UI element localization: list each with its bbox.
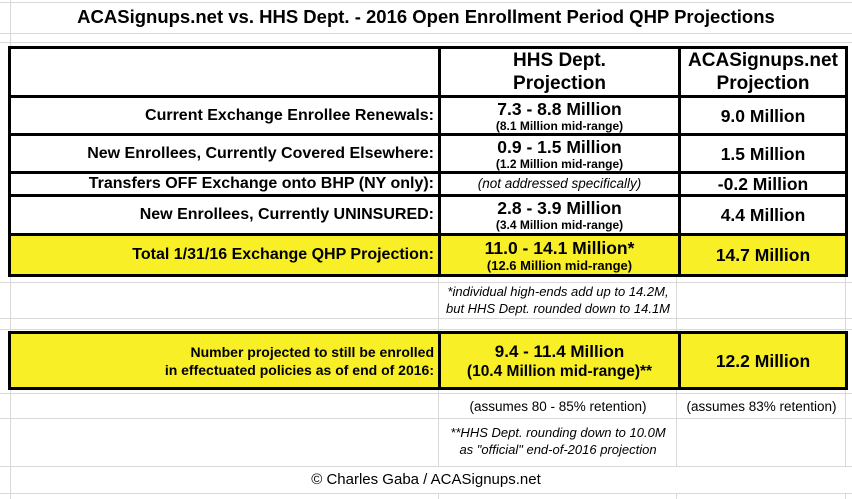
table-row-renewals: Current Exchange Enrollee Renewals: 7.3 …: [8, 95, 848, 136]
hhs-range: 7.3 - 8.8 Million: [497, 98, 622, 119]
effectuated-footnote: **HHS Dept. rounding down to 10.0M as "o…: [438, 425, 678, 458]
gridline: [676, 271, 677, 331]
copyright-footer: © Charles Gaba / ACASignups.net: [311, 471, 541, 488]
column-header-aca: ACASignups.net Projection: [678, 46, 848, 98]
table-row-bhp-transfers: Transfers OFF Exchange onto BHP (NY only…: [8, 171, 848, 197]
hhs-range: 0.9 - 1.5 Million: [497, 136, 622, 157]
row-label: New Enrollees, Currently Covered Elsewhe…: [8, 133, 441, 174]
column-header-hhs-line2: Projection: [513, 73, 606, 94]
header-row: HHS Dept. Projection ACASignups.net Proj…: [8, 46, 848, 98]
gridline: [0, 33, 852, 34]
gridline: [0, 393, 852, 394]
gridline: [0, 329, 852, 330]
retention-note-hhs: (assumes 80 - 85% retention): [469, 399, 647, 414]
gridline: [0, 418, 852, 419]
gridline: [845, 390, 846, 467]
total-aca-cell: 14.7 Million: [678, 233, 848, 277]
hhs-value-cell: 0.9 - 1.5 Million (1.2 Million mid-range…: [438, 133, 681, 174]
effectuated-hhs-range: 9.4 - 11.4 Million: [494, 341, 625, 361]
gridline: [0, 318, 852, 319]
hhs-not-addressed: (not addressed specifically): [477, 176, 642, 191]
hhs-value-cell: 7.3 - 8.8 Million (8.1 Million mid-range…: [438, 95, 681, 136]
column-header-hhs: HHS Dept. Projection: [438, 46, 681, 98]
row-label: New Enrollees, Currently UNINSURED:: [8, 194, 441, 236]
total-hhs-cell: 11.0 - 14.1 Million* (12.6 Million mid-r…: [438, 233, 681, 277]
effectuated-table: Number projected to still be enrolled in…: [8, 331, 848, 390]
row-label: Transfers OFF Exchange onto BHP (NY only…: [8, 171, 441, 197]
effectuated-hhs-cell: 9.4 - 11.4 Million (10.4 Million mid-ran…: [438, 331, 681, 390]
page-title: ACASignups.net vs. HHS Dept. - 2016 Open…: [77, 6, 775, 27]
hhs-value-cell: 2.8 - 3.9 Million (3.4 Million mid-range…: [438, 194, 681, 236]
effectuated-footnote-line1: **HHS Dept. rounding down to 10.0M: [450, 425, 666, 440]
aca-value: 4.4 Million: [720, 205, 806, 225]
total-footnote: *individual high-ends add up to 14.2M, b…: [438, 284, 678, 317]
effectuated-label-line2: in effectuated policies as of end of 201…: [164, 361, 434, 378]
aca-value: 9.0 Million: [720, 105, 806, 126]
gridline: [676, 493, 677, 499]
aca-value-cell: -0.2 Million: [678, 171, 848, 197]
hhs-midrange: (1.2 Million mid-range): [495, 156, 624, 171]
gridline: [845, 493, 846, 499]
effectuated-hhs-midrange: (10.4 Million mid-range)**: [466, 362, 653, 380]
projection-table: HHS Dept. Projection ACASignups.net Proj…: [8, 46, 848, 277]
effectuated-row-label: Number projected to still be enrolled in…: [8, 331, 441, 390]
column-header-aca-line2: Projection: [716, 73, 810, 94]
table-row-covered-elsewhere: New Enrollees, Currently Covered Elsewhe…: [8, 133, 848, 174]
gridline: [0, 282, 852, 283]
gridline: [676, 390, 677, 467]
gridline: [438, 271, 439, 331]
total-row-label: Total 1/31/16 Exchange QHP Projection:: [8, 233, 441, 277]
hhs-midrange: (3.4 Million mid-range): [495, 218, 624, 232]
aca-value: 1.5 Million: [720, 143, 806, 164]
aca-value-cell: 9.0 Million: [678, 95, 848, 136]
table-row-effectuated: Number projected to still be enrolled in…: [8, 331, 848, 390]
gridline: [0, 42, 852, 43]
gridline: [0, 493, 852, 494]
aca-value: -0.2 Million: [717, 174, 809, 194]
gridline: [438, 390, 439, 467]
gridline: [845, 271, 846, 331]
gridline: [0, 466, 852, 467]
hhs-value-cell: (not addressed specifically): [438, 171, 681, 197]
gridline: [438, 493, 439, 499]
effectuated-aca-cell: 12.2 Million: [678, 331, 848, 390]
aca-value-cell: 1.5 Million: [678, 133, 848, 174]
total-aca-value: 14.7 Million: [715, 245, 811, 265]
effectuated-aca-value: 12.2 Million: [715, 350, 811, 371]
gridline: [0, 2, 852, 3]
table-row-uninsured: New Enrollees, Currently UNINSURED: 2.8 …: [8, 194, 848, 236]
total-hhs-midrange: (12.6 Million mid-range): [486, 257, 633, 273]
effectuated-footnote-line2: as "official" end-of-2016 projection: [459, 441, 657, 457]
effectuated-label-line1: Number projected to still be enrolled: [190, 343, 434, 360]
column-header-hhs-line1: HHS Dept.: [513, 50, 606, 72]
column-header-aca-line1: ACASignups.net: [688, 50, 838, 72]
header-spacer-cell: [8, 46, 441, 98]
total-footnote-line1: *individual high-ends add up to 14.2M,: [447, 284, 669, 299]
row-label: Current Exchange Enrollee Renewals:: [8, 95, 441, 136]
hhs-midrange: (8.1 Million mid-range): [495, 118, 624, 133]
hhs-range: 2.8 - 3.9 Million: [497, 198, 622, 219]
total-hhs-range: 11.0 - 14.1 Million*: [484, 237, 635, 258]
table-row-total: Total 1/31/16 Exchange QHP Projection: 1…: [8, 233, 848, 277]
aca-value-cell: 4.4 Million: [678, 194, 848, 236]
retention-note-aca: (assumes 83% retention): [686, 399, 837, 414]
total-footnote-line2: but HHS Dept. rounded down to 14.1M: [445, 300, 671, 316]
